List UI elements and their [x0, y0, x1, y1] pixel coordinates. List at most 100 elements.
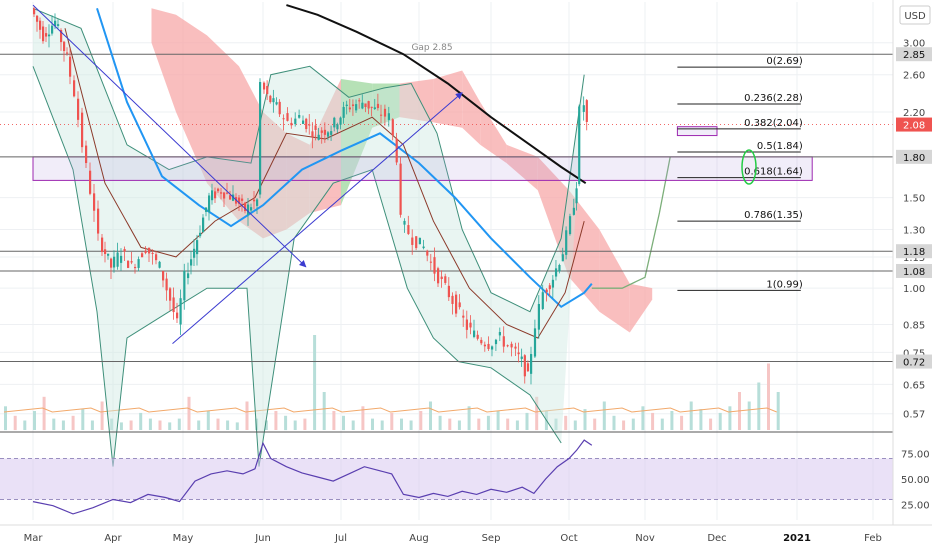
volume-bar — [351, 420, 355, 430]
y-tick-label: 1.50 — [903, 194, 925, 205]
candle-body — [290, 122, 293, 126]
candle-body — [333, 117, 336, 128]
fib-level-label: 0.236(2.28) — [744, 93, 803, 104]
level-tag — [896, 149, 932, 164]
y-tick-label: 1.15 — [903, 253, 925, 264]
cloud-segment — [480, 102, 507, 164]
volume-bar — [371, 418, 374, 430]
candle-body — [148, 247, 151, 254]
volume-bar — [139, 412, 143, 430]
candle-body — [491, 346, 494, 350]
candle-body — [302, 120, 305, 124]
candle-body — [361, 102, 364, 109]
volume-bar — [390, 412, 394, 430]
candle-body — [391, 119, 394, 136]
volume-bar — [23, 420, 27, 430]
candle-body — [69, 56, 72, 77]
volume-bar — [429, 401, 432, 430]
candle-body — [134, 266, 137, 269]
x-tick-label: Sep — [482, 533, 501, 544]
cloud-segment — [207, 35, 239, 222]
fib-level-label: 1(0.99) — [766, 279, 803, 290]
volume-bar — [216, 418, 220, 430]
trend-lines — [32, 4, 757, 345]
candle-body — [282, 118, 285, 120]
rsi-pane — [0, 431, 893, 515]
candle-body — [418, 237, 421, 245]
cloud-segment — [599, 229, 630, 333]
volume-bar — [448, 418, 452, 430]
volume-bar — [496, 411, 500, 430]
fib-level-label: 0.382(2.04) — [744, 118, 803, 129]
cloud-segment — [372, 83, 400, 128]
y-tick-label: 1.00 — [903, 284, 925, 295]
candle-body — [429, 261, 432, 263]
candle-body — [483, 344, 486, 347]
candle-body — [223, 192, 226, 199]
candle-body — [275, 102, 278, 105]
volume-bar — [264, 420, 268, 430]
candle-body — [63, 41, 66, 51]
forecast-ellipse — [741, 149, 757, 185]
volume-bar — [554, 418, 558, 430]
volume-bar — [148, 418, 152, 430]
rsi-band — [0, 458, 893, 500]
volume-bar — [81, 409, 85, 430]
currency-badge[interactable]: USD — [899, 5, 931, 25]
y-tick-label: 3.00 — [903, 39, 925, 50]
candle-body — [226, 192, 229, 194]
candle-body — [572, 207, 575, 215]
volume-bar — [709, 418, 713, 430]
y-tick-label: 0.65 — [903, 380, 925, 391]
candle-body — [263, 82, 266, 90]
x-tick-label: Dec — [707, 533, 726, 544]
y-tick-label: 2.60 — [903, 71, 925, 82]
volume-bar — [612, 415, 616, 431]
candle-body — [250, 207, 253, 211]
volume-bar — [477, 418, 481, 430]
candle-body — [494, 339, 498, 345]
candle-body — [469, 322, 472, 328]
bollinger-bands — [32, 7, 585, 467]
candle-body — [141, 253, 144, 258]
candle-body — [127, 260, 130, 268]
candle-body — [158, 261, 161, 268]
candle-body — [113, 256, 116, 268]
volume-bar — [129, 420, 133, 430]
candle-body — [545, 289, 548, 293]
candle-body — [93, 193, 96, 211]
volume-bar — [177, 418, 181, 430]
candle-body — [33, 8, 36, 15]
candle-body — [342, 106, 345, 118]
candle-body — [440, 276, 443, 279]
level-tag-label: 1.18 — [903, 247, 925, 258]
trend-line-down — [32, 4, 307, 268]
x-tick-label: Mar — [24, 533, 44, 544]
candle-body — [339, 117, 342, 125]
volume-bar — [651, 412, 655, 430]
candle-body — [60, 29, 63, 43]
candle-body — [498, 332, 501, 336]
candle-body — [348, 107, 351, 110]
volume-bar — [284, 415, 288, 431]
candle-body — [473, 330, 476, 337]
volume-bar — [332, 411, 336, 430]
volume-bar — [699, 409, 703, 430]
candle-body — [305, 118, 308, 130]
candle-body — [266, 86, 269, 95]
level-tag — [896, 244, 932, 259]
volume-bar — [457, 420, 461, 430]
volume-bar — [593, 418, 597, 430]
candle-body — [399, 163, 402, 215]
candle-body — [426, 250, 429, 256]
volume-bar — [293, 420, 297, 430]
cloud-segment — [462, 70, 481, 145]
candle-body — [137, 259, 140, 268]
candle-body — [407, 225, 410, 234]
candle-body — [585, 100, 588, 122]
candle-body — [336, 124, 339, 130]
volume-bar — [274, 411, 278, 430]
volume-ma-line — [3, 407, 777, 413]
level-tag-label: 1.80 — [903, 153, 925, 164]
y-tick-label: 1.30 — [903, 226, 925, 237]
